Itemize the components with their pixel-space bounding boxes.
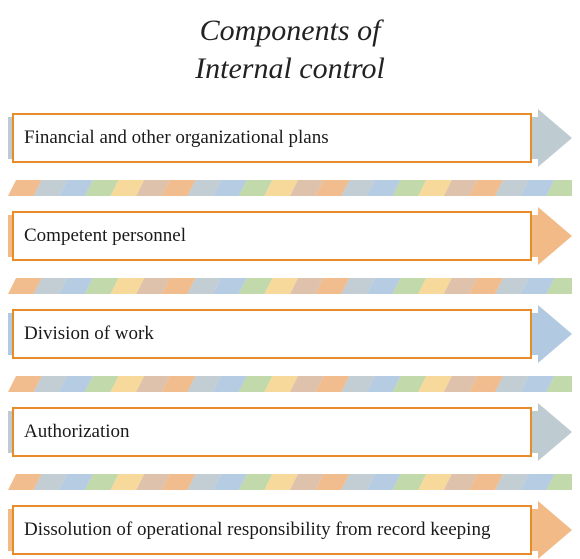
decorative-band <box>8 474 572 490</box>
component-box: Financial and other organizational plans <box>12 113 532 163</box>
component-label: Division of work <box>24 323 154 345</box>
component-row: Competent personnel <box>8 207 572 265</box>
component-row: Authorization <box>8 403 572 461</box>
component-box: Authorization <box>12 407 532 457</box>
decorative-band <box>8 278 572 294</box>
component-box: Competent personnel <box>12 211 532 261</box>
component-box: Dissolution of operational responsibilit… <box>12 505 532 555</box>
component-label: Dissolution of operational responsibilit… <box>24 519 490 541</box>
component-label: Financial and other organizational plans <box>24 127 329 149</box>
component-box: Division of work <box>12 309 532 359</box>
component-label: Authorization <box>24 421 130 443</box>
decorative-band <box>8 376 572 392</box>
component-row: Financial and other organizational plans <box>8 109 572 167</box>
title-line-2: Internal control <box>0 50 580 88</box>
components-list: Financial and other organizational plans… <box>0 109 580 559</box>
component-label: Competent personnel <box>24 225 186 247</box>
decorative-band <box>8 180 572 196</box>
title-line-1: Components of <box>0 12 580 50</box>
component-row: Division of work <box>8 305 572 363</box>
component-row: Dissolution of operational responsibilit… <box>8 501 572 559</box>
title-block: Components of Internal control <box>0 0 580 105</box>
